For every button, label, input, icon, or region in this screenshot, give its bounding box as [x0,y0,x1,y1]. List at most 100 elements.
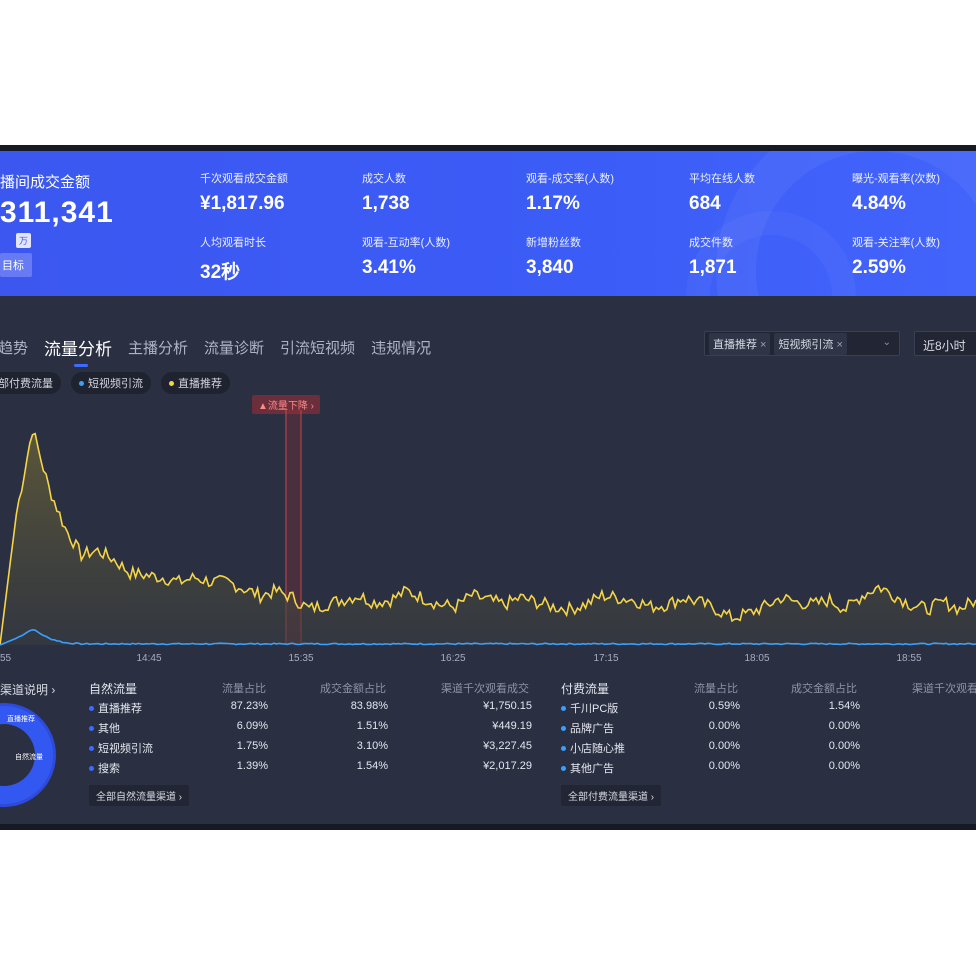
filter-chip-live-recommend[interactable]: 直播推荐 × [709,332,771,355]
main-metric-value: 311,341 [0,196,114,229]
x-tick-label: 16:25 [440,653,465,664]
close-icon[interactable]: × [760,338,767,351]
metric-avg-online[interactable]: 平均在线人数 684 [689,173,755,214]
tab-host-analysis[interactable]: 主播分析 [128,339,189,357]
bottom-border [0,824,976,830]
legend-paid-traffic[interactable]: 部付费流量 [0,372,61,394]
series-area-live-recommend [0,433,976,645]
series-line-live-recommend[interactable] [0,432,976,646]
alert-band [285,410,301,645]
series-line-short-video[interactable] [0,628,976,646]
metrics-header: 播间成交金额 311,341 万 目标 千次观看成交金额 ¥1,817.96 成… [0,151,976,296]
table-cell-gmv-share: 1.51% [356,720,388,732]
traffic-donut-chart[interactable]: 直播推荐 自然流量 [0,703,56,807]
metric-gpm[interactable]: 千次观看成交金额 ¥1,817.96 [200,173,288,214]
channel-dot-icon [561,765,566,771]
metric-interaction-rate[interactable]: 观看-互动率(人数) 3.41% [362,237,450,278]
table-cell-gmv-share: 0.00% [828,740,860,752]
chevron-right-icon: › [178,792,183,803]
table-cell-gmv-share: 1.54% [828,700,860,712]
table-row-name[interactable]: 搜索 [89,760,120,776]
table-cell-gmv-share: 1.54% [356,760,388,772]
table-row-name[interactable]: 其他广告 [561,760,614,776]
main-metric-label: 播间成交金额 [0,174,91,191]
chevron-right-icon: › [51,683,56,697]
target-button[interactable]: 目标 [0,253,32,277]
tab-violations[interactable]: 违规情况 [371,339,432,357]
legend-dot-icon [79,380,84,386]
tab-traffic-analysis[interactable]: 流量分析 [44,335,112,367]
table-row-name[interactable]: 短视频引流 [89,740,153,756]
legend-live-recommend[interactable]: 直播推荐 [161,372,230,394]
traffic-drop-alert[interactable]: ▲流量下降 › [252,395,321,414]
metric-exposure-view[interactable]: 曝光-观看率(次数) 4.84% [852,173,940,214]
all-paid-channels-button[interactable]: 全部付费流量渠道 › [561,785,662,806]
dashboard: 播间成交金额 311,341 万 目标 千次观看成交金额 ¥1,817.96 成… [0,145,976,830]
column-header: 渠道千次观看 [912,683,976,695]
metric-buyers[interactable]: 成交人数 1,738 [362,173,410,214]
channel-dot-icon [561,705,566,711]
x-tick-label: 55 [0,653,12,664]
metric-follow-rate[interactable]: 观看-关注率(人数) 2.59% [852,237,940,278]
x-tick-label: 18:05 [744,653,769,664]
table-cell-gpm: ¥449.19 [492,720,532,732]
table-cell-share: 1.75% [236,740,268,752]
warning-icon: ▲ [258,401,268,412]
table-cell-share: 87.23% [230,700,268,712]
x-tick-label: 14:45 [136,653,161,664]
x-tick-label: 17:15 [593,653,618,664]
column-header: 流量占比 [222,683,266,695]
table-row-name[interactable]: 品牌广告 [561,720,614,736]
legend-short-video[interactable]: 短视频引流 [71,372,151,394]
table-title: 付费流量 [561,682,610,696]
column-header: 渠道千次观看成交 [441,683,529,695]
chevron-right-icon: › [307,401,315,412]
x-tick-label: 18:55 [896,653,921,664]
top-border [0,145,976,151]
channel-dot-icon [89,745,94,751]
channel-filter-select[interactable]: 直播推荐 × 短视频引流 × ⌄ [704,331,900,356]
table-cell-gpm: ¥1,750.15 [483,700,532,712]
analysis-tabs: 趋势 流量分析 主播分析 流量诊断 引流短视频 违规情况 [0,332,447,367]
table-cell-gpm: ¥2,017.29 [483,760,532,772]
tab-traffic-diagnosis[interactable]: 流量诊断 [204,339,265,357]
table-title: 自然流量 [89,682,138,696]
table-row-name[interactable]: 千川PC版 [561,700,618,716]
donut-label: 直播推荐 [7,716,35,723]
chevron-down-icon[interactable]: ⌄ [882,337,891,348]
channel-dot-icon [89,705,94,711]
table-cell-share: 0.59% [708,700,740,712]
tab-trend[interactable]: 趋势 [0,339,29,357]
traffic-line-chart[interactable]: 55 14:45 15:35 16:25 17:15 18:05 18:55 [0,395,976,665]
channel-dot-icon [561,725,566,731]
table-cell-gmv-share: 0.00% [828,760,860,772]
table-row-name[interactable]: 其他 [89,720,120,736]
table-cell-gmv-share: 83.98% [350,700,388,712]
channel-description-link[interactable]: 渠道说明 › [0,683,56,697]
filter-chip-short-video[interactable]: 短视频引流 × [774,332,847,355]
column-header: 流量占比 [694,683,738,695]
legend-dot-icon [169,380,174,386]
metric-items-sold[interactable]: 成交件数 1,871 [689,237,737,278]
table-cell-share: 6.09% [236,720,268,732]
channel-dot-icon [89,725,94,731]
metric-view-conversion[interactable]: 观看-成交率(人数) 1.17% [526,173,614,214]
donut-label: 自然流量 [15,754,43,761]
table-cell-gmv-share: 0.00% [828,720,860,732]
chevron-right-icon: › [650,792,655,803]
time-range-select[interactable]: 近8小时 [914,331,976,356]
table-cell-gpm: ¥3,227.45 [483,740,532,752]
channel-dot-icon [561,745,566,751]
all-natural-channels-button[interactable]: 全部自然流量渠道 › [89,785,190,806]
table-cell-share: 0.00% [708,760,740,772]
column-header: 成交金额占比 [320,683,386,695]
table-cell-share: 1.39% [236,760,268,772]
table-row-name[interactable]: 直播推荐 [89,700,142,716]
table-row-name[interactable]: 小店随心推 [561,740,625,756]
metric-new-fans[interactable]: 新增粉丝数 3,840 [526,237,581,278]
tab-short-video[interactable]: 引流短视频 [280,339,356,357]
close-icon[interactable]: × [836,338,843,351]
table-cell-gmv-share: 3.10% [356,740,388,752]
x-tick-label: 15:35 [288,653,313,664]
metric-avg-watch-time[interactable]: 人均观看时长 32秒 [200,237,266,283]
